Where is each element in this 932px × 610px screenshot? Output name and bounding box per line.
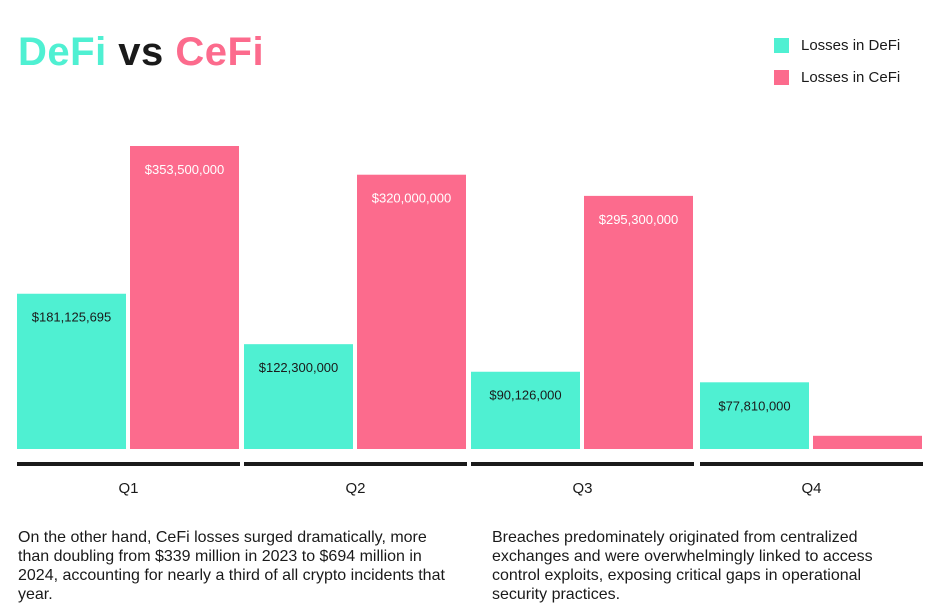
- bar-cefi-q4: [813, 435, 922, 449]
- bar-cefi-q2: [357, 174, 466, 449]
- bar-defi-q2: [244, 344, 353, 449]
- data-label-cefi-q1: $353,500,000: [145, 162, 225, 177]
- bar-defi-q3: [471, 371, 580, 449]
- x-tick-label-q2: Q2: [345, 480, 365, 497]
- data-label-defi-q2: $122,300,000: [259, 360, 339, 375]
- data-label-defi-q1: $181,125,695: [32, 310, 112, 325]
- legend-item-defi: Losses in DeFi: [774, 36, 924, 54]
- legend-swatch-defi: [774, 37, 789, 53]
- x-axis-segment-q3: [471, 462, 694, 466]
- x-tick-label-q4: Q4: [801, 480, 821, 497]
- x-tick-label-q3: Q3: [572, 480, 592, 497]
- chart-title: DeFi vs CeFi: [18, 30, 264, 75]
- data-label-defi-q4: $77,810,000: [718, 398, 790, 413]
- caption-left: On the other hand, CeFi losses surged dr…: [18, 529, 445, 603]
- title-vs: vs: [106, 30, 176, 74]
- x-tick-label-q1: Q1: [118, 480, 138, 497]
- legend-label-cefi: Losses in CeFi: [801, 68, 901, 86]
- bar-defi-q4: [700, 382, 809, 449]
- data-label-defi-q3: $90,126,000: [489, 388, 561, 403]
- x-axis-segment-q4: [700, 462, 923, 466]
- data-label-cefi-q3: $295,300,000: [599, 212, 679, 227]
- title-defi: DeFi: [18, 30, 107, 74]
- data-label-cefi-q2: $320,000,000: [372, 191, 452, 206]
- bar-chart: $181,125,695 $353,500,000 Q1 $122,300,000 $3…: [17, 146, 923, 497]
- bar-cefi-q1: [130, 146, 239, 449]
- caption-right: Breaches predominately originated from c…: [492, 529, 873, 603]
- x-axis-segment-q2: [244, 462, 467, 466]
- bar-cefi-q3: [584, 195, 693, 449]
- legend-item-cefi: Losses in CeFi: [774, 68, 924, 86]
- x-axis-segment-q1: [17, 462, 240, 466]
- legend-label-defi: Losses in DeFi: [801, 36, 901, 54]
- bar-defi-q1: [17, 293, 126, 449]
- chart-legend: Losses in DeFi Losses in CeFi: [774, 36, 924, 100]
- title-cefi: CeFi: [175, 30, 265, 74]
- legend-swatch-cefi: [774, 69, 789, 85]
